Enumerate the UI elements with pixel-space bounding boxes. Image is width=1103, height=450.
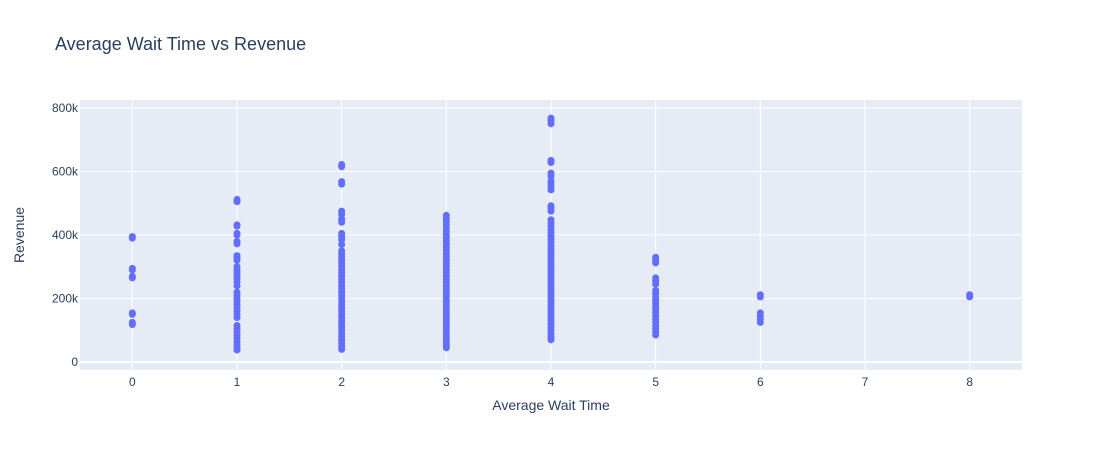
scatter-point[interactable] [338,345,346,353]
scatter-point[interactable] [128,274,136,282]
x-tick-label: 4 [548,375,555,389]
y-tick-label: 200k [52,292,79,306]
scatter-point[interactable] [756,293,764,301]
scatter-point[interactable] [547,120,555,128]
scatter-point[interactable] [442,344,450,352]
x-tick-label: 2 [338,375,345,389]
scatter-point[interactable] [233,282,241,290]
scatter-point[interactable] [547,186,555,194]
scatter-point[interactable] [547,207,555,215]
y-tick-labels: 0 200k 400k 600k 800k [52,101,79,369]
scatter-point[interactable] [338,180,346,188]
chart-title: Average Wait Time vs Revenue [55,34,306,54]
scatter-point[interactable] [547,336,555,344]
scatter-point[interactable] [233,346,241,354]
y-tick-label: 800k [52,101,79,115]
scatter-point[interactable] [233,256,241,264]
x-tick-label: 1 [234,375,241,389]
scatter-point[interactable] [652,259,660,267]
y-tick-label: 600k [52,164,79,178]
scatter-point[interactable] [233,198,241,206]
x-axis-title: Average Wait Time [492,397,610,413]
y-tick-label: 0 [71,355,78,369]
y-tick-label: 400k [52,228,79,242]
scatter-point[interactable] [233,240,241,248]
scatter-point[interactable] [233,231,241,239]
scatter-point[interactable] [966,293,974,301]
scatter-point[interactable] [128,310,136,318]
scatter-point[interactable] [128,234,136,242]
scatter-point[interactable] [652,280,660,288]
scatter-point[interactable] [652,331,660,339]
x-tick-label: 8 [966,375,973,389]
scatter-points [128,114,974,354]
scatter-point[interactable] [128,321,136,329]
x-tick-label: 5 [652,375,659,389]
scatter-point[interactable] [233,222,241,230]
scatter-point[interactable] [338,163,346,171]
scatter-point[interactable] [233,314,241,322]
x-tick-label: 6 [757,375,764,389]
scatter-point[interactable] [338,241,346,249]
y-axis-title: Revenue [11,207,27,263]
x-tick-labels: 0 1 2 3 4 5 6 7 8 [129,375,973,389]
x-tick-label: 3 [443,375,450,389]
scatter-point[interactable] [547,159,555,167]
scatter-point[interactable] [128,266,136,274]
x-tick-label: 7 [862,375,869,389]
scatter-point[interactable] [338,218,346,226]
scatter-point[interactable] [756,318,764,326]
x-tick-label: 0 [129,375,136,389]
